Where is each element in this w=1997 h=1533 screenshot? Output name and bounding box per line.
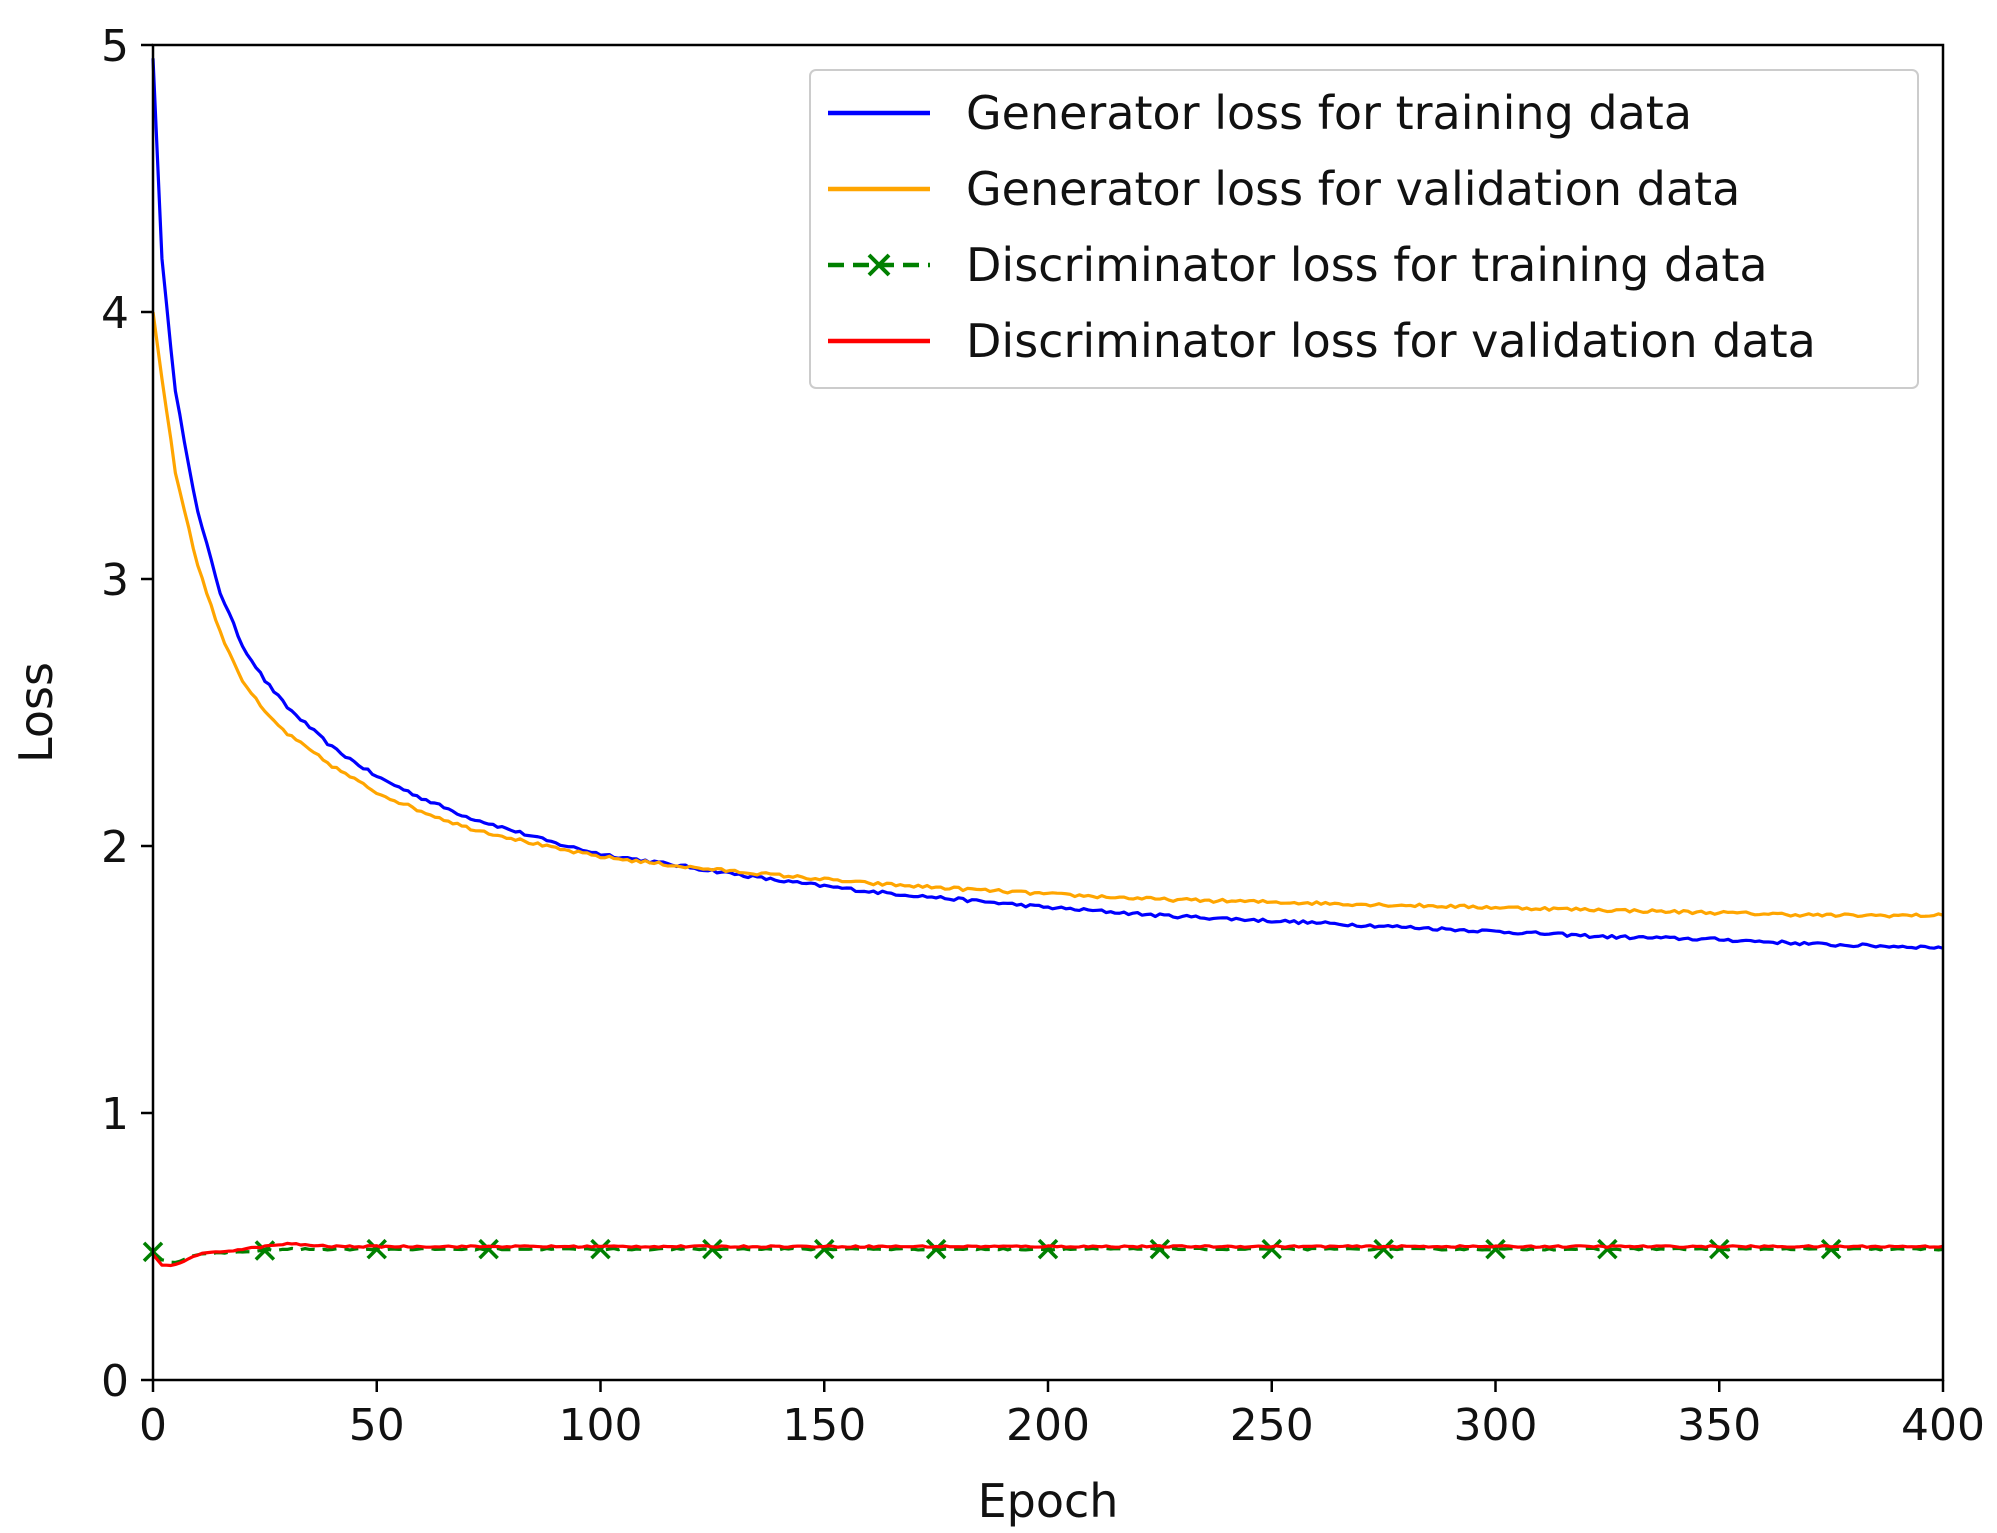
x-tick-label-0: 0	[139, 1400, 167, 1451]
legend-item-3: Discriminator loss for training data	[828, 238, 1768, 292]
series-marker-3-3	[478, 1238, 499, 1260]
legend-label-2: Generator loss for validation data	[966, 162, 1740, 216]
legend-item-4: Discriminator loss for validation data	[828, 314, 1816, 368]
legend-item-1: Generator loss for training data	[828, 86, 1692, 140]
series-line-4	[151, 1241, 1944, 1268]
series-marker-3-7	[925, 1238, 947, 1260]
legend-label-3: Discriminator loss for training data	[966, 238, 1768, 292]
legend-items: Generator loss for training data Generato…	[828, 86, 1816, 368]
series-marker-3-8	[1037, 1238, 1059, 1260]
series-marker-3-14	[1709, 1238, 1730, 1260]
x-tick-label-6: 300	[1454, 1400, 1538, 1451]
series-layer	[142, 58, 1944, 1268]
series-marker-3-6	[814, 1238, 835, 1260]
y-tick-label-0: 0	[101, 1356, 129, 1407]
x-tick-label-2: 100	[559, 1400, 643, 1451]
y-axis-title: Loss	[9, 662, 63, 763]
y-tick-label-4: 4	[101, 288, 129, 339]
legend: Generator loss for training data Generato…	[809, 69, 1919, 389]
series-marker-3-12	[1485, 1238, 1506, 1260]
x-axis-title: Epoch	[978, 1474, 1119, 1528]
ticks-layer: 0 50 100 150 200 250 300 350 400 0 1 2 3 4 5	[101, 21, 1985, 1451]
legend-label-4: Discriminator loss for validation data	[966, 314, 1816, 368]
y-tick-label-1: 1	[101, 1089, 129, 1140]
series-marker-3-13	[1597, 1238, 1618, 1260]
series-marker-3-9	[1149, 1238, 1171, 1260]
series-marker-3-10	[1261, 1238, 1282, 1260]
legend-label-1: Generator loss for training data	[966, 86, 1692, 140]
y-tick-label-5: 5	[101, 21, 129, 72]
x-tick-label-4: 200	[1006, 1400, 1090, 1451]
x-tick-label-1: 50	[349, 1400, 405, 1451]
y-tick-label-3: 3	[101, 555, 129, 606]
series-marker-3-5	[702, 1238, 723, 1260]
series-marker-3-2	[366, 1238, 387, 1260]
legend-box	[809, 69, 1919, 389]
series-line-1	[151, 58, 1944, 950]
legend-item-2: Generator loss for validation data	[828, 162, 1740, 216]
series-marker-3-11	[1373, 1238, 1394, 1260]
x-tick-label-3: 150	[782, 1400, 866, 1451]
series-line-2	[151, 311, 1944, 919]
x-tick-label-8: 400	[1901, 1400, 1985, 1451]
y-tick-label-2: 2	[101, 822, 129, 873]
series-marker-3-4	[590, 1238, 611, 1260]
x-tick-label-5: 250	[1230, 1400, 1314, 1451]
x-tick-label-7: 350	[1677, 1400, 1761, 1451]
series-marker-3-15	[1820, 1238, 1842, 1260]
